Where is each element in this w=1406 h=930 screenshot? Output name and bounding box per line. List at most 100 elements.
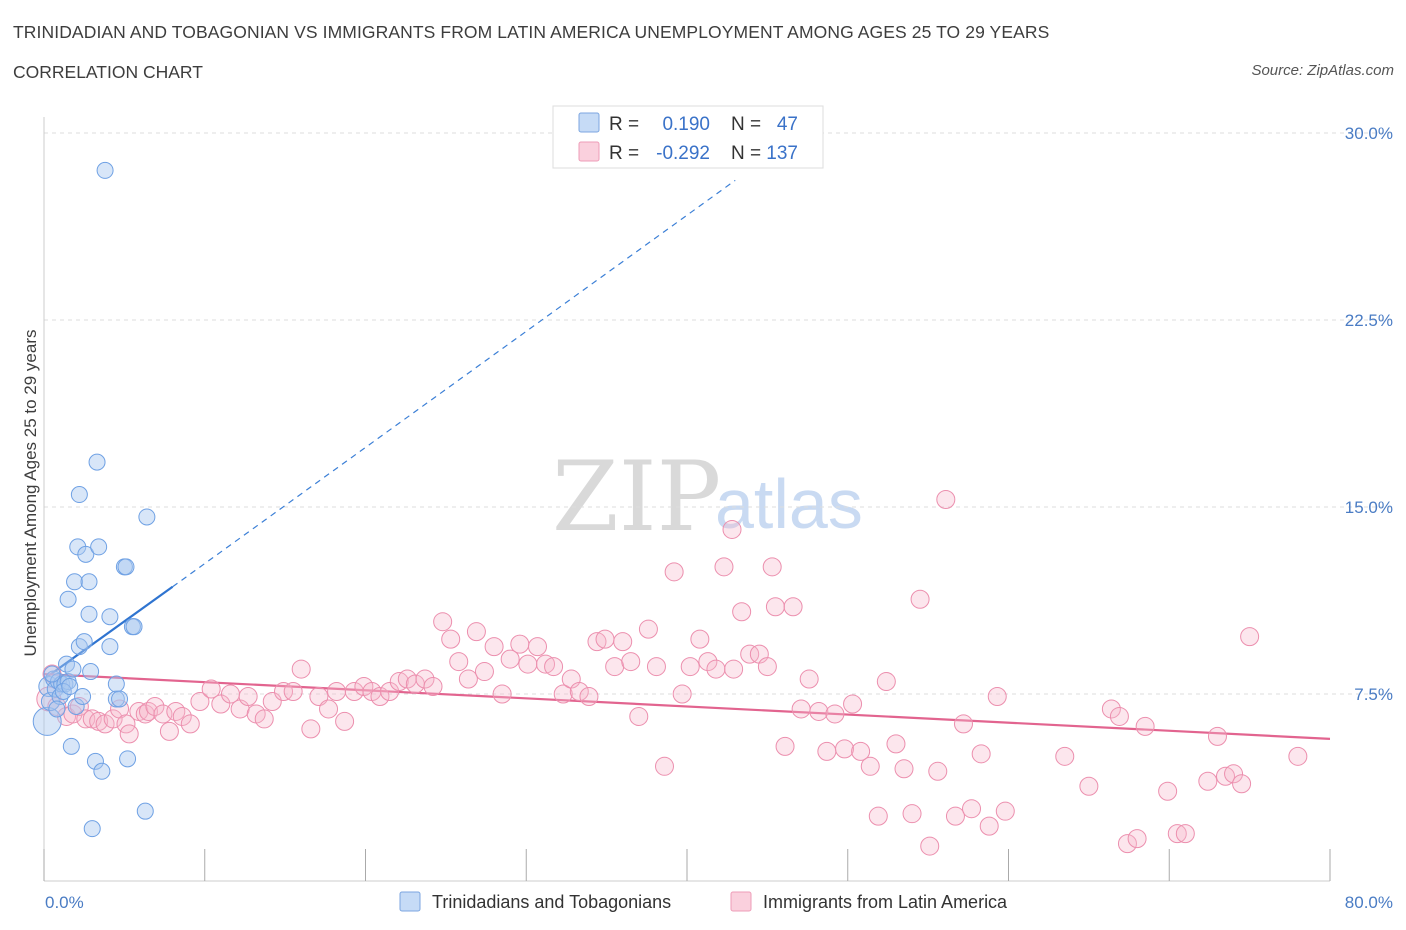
source-note: Source: ZipAtlas.com <box>1251 62 1394 79</box>
point-latin-america <box>370 686 390 706</box>
gridlines <box>44 132 1393 695</box>
point-latin-america <box>945 806 965 826</box>
point-latin-america <box>962 799 982 819</box>
point-latin-america <box>851 741 871 761</box>
point-latin-america <box>319 699 339 719</box>
point-latin-america <box>301 719 321 739</box>
point-latin-america <box>474 662 494 682</box>
point-latin-america <box>902 804 922 824</box>
point-trinidadian <box>80 573 98 591</box>
point-latin-america <box>1232 774 1252 794</box>
point-trinidadian <box>74 687 92 705</box>
point-latin-america <box>1109 706 1129 726</box>
point-latin-america <box>283 682 303 702</box>
point-latin-america <box>119 724 139 744</box>
data-points <box>32 161 1308 856</box>
point-latin-america <box>458 669 478 689</box>
point-latin-america <box>817 741 837 761</box>
point-latin-america <box>809 701 829 721</box>
point-trinidadian <box>32 706 62 736</box>
point-latin-america <box>166 701 186 721</box>
point-trinidadian <box>67 697 85 715</box>
point-latin-america <box>172 706 192 726</box>
legend-n-value-2: 137 <box>766 143 798 164</box>
point-latin-america <box>1224 764 1244 784</box>
point-latin-america <box>180 714 200 734</box>
point-latin-america <box>876 672 896 692</box>
point-latin-america <box>835 739 855 759</box>
point-latin-america <box>672 684 692 704</box>
y-tick-label: 7.5% <box>1354 685 1393 704</box>
point-trinidadian <box>82 663 100 681</box>
series-legend-swatch-blue <box>399 891 421 912</box>
point-latin-america <box>159 721 179 741</box>
axes <box>43 117 1331 882</box>
point-latin-america <box>510 634 530 654</box>
point-latin-america <box>799 669 819 689</box>
trend-line-blue <box>43 585 174 680</box>
point-latin-america <box>690 629 710 649</box>
point-latin-america <box>441 629 461 649</box>
point-latin-america <box>910 589 930 609</box>
legend-n-label-2: N = <box>731 143 761 164</box>
point-latin-america <box>569 682 589 702</box>
point-latin-america <box>638 619 658 639</box>
point-latin-america <box>920 836 940 856</box>
point-latin-america <box>518 654 538 674</box>
chart-subtitle: CORRELATION CHART <box>13 62 203 82</box>
point-latin-america <box>211 694 231 714</box>
point-latin-america <box>894 759 914 779</box>
point-latin-america <box>722 519 742 539</box>
point-latin-america <box>423 677 443 697</box>
point-latin-america <box>843 694 863 714</box>
point-latin-america <box>791 699 811 719</box>
point-trinidadian <box>90 538 108 556</box>
point-trinidadian <box>83 820 101 838</box>
point-latin-america <box>1216 766 1236 786</box>
point-latin-america <box>138 701 158 721</box>
point-latin-america <box>69 696 89 716</box>
point-latin-america <box>291 659 311 679</box>
point-latin-america <box>680 657 700 677</box>
point-trinidadian <box>101 608 119 626</box>
point-trinidadian <box>70 638 88 656</box>
point-trinidadian <box>70 486 88 504</box>
point-latin-america <box>327 682 347 702</box>
point-latin-america <box>740 644 760 664</box>
point-latin-america <box>706 659 726 679</box>
point-latin-america <box>579 686 599 706</box>
point-latin-america <box>621 652 641 672</box>
point-trinidadian <box>88 453 106 471</box>
point-trinidadian <box>77 545 95 563</box>
point-latin-america <box>433 612 453 632</box>
point-latin-america <box>646 657 666 677</box>
point-trinidadian <box>93 762 111 780</box>
point-trinidadian <box>107 675 125 693</box>
point-latin-america <box>528 637 548 657</box>
point-latin-america <box>825 704 845 724</box>
point-latin-america <box>335 711 355 731</box>
point-latin-america <box>613 632 633 652</box>
point-latin-america <box>201 679 221 699</box>
point-latin-america <box>1135 716 1155 736</box>
point-trinidadian <box>64 660 82 678</box>
point-latin-america <box>274 682 294 702</box>
y-tick-label: 22.5% <box>1345 311 1393 330</box>
point-latin-america <box>1175 824 1195 844</box>
trend-line-blue-extension <box>172 179 736 588</box>
legend-n-label-1: N = <box>731 114 761 135</box>
point-latin-america <box>1240 627 1260 647</box>
point-latin-america <box>595 629 615 649</box>
point-latin-america <box>553 684 573 704</box>
point-latin-america <box>449 652 469 672</box>
point-latin-america <box>466 622 486 642</box>
point-latin-america <box>971 744 991 764</box>
point-latin-america <box>987 686 1007 706</box>
point-latin-america <box>762 557 782 577</box>
point-latin-america <box>629 706 649 726</box>
y-tick-label: 15.0% <box>1345 498 1393 517</box>
point-latin-america <box>1288 746 1308 766</box>
point-trinidadian <box>43 665 61 683</box>
point-latin-america <box>500 649 520 669</box>
